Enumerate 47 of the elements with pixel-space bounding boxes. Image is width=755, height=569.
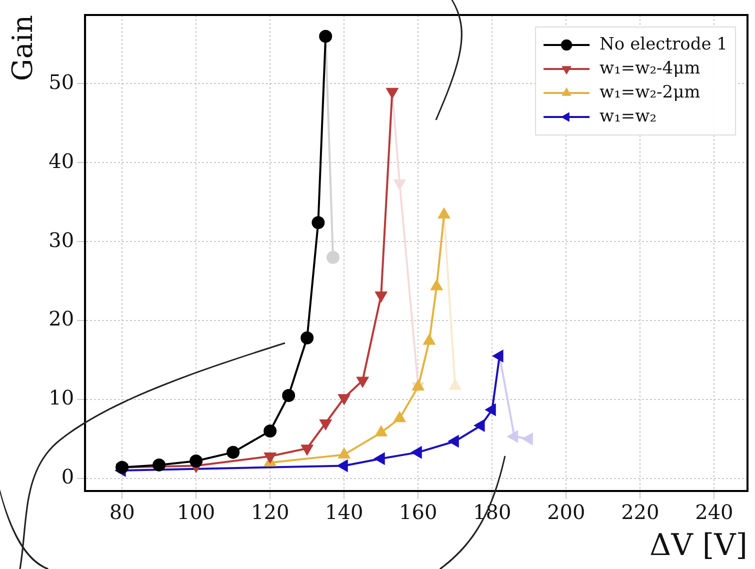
y-tick-label: 10 bbox=[48, 386, 74, 410]
x-tick-label: 120 bbox=[251, 500, 290, 524]
x-tick-label: 220 bbox=[621, 500, 660, 524]
point bbox=[226, 446, 240, 459]
point bbox=[338, 394, 350, 404]
x-tick-label: 100 bbox=[176, 500, 216, 524]
point bbox=[423, 334, 435, 345]
x-tick-label: 200 bbox=[547, 500, 586, 524]
point bbox=[116, 460, 129, 474]
legend-label: w₁=w₂ bbox=[600, 106, 657, 126]
point bbox=[300, 331, 314, 344]
y-tick-label: 30 bbox=[48, 228, 74, 252]
point bbox=[375, 426, 387, 436]
point bbox=[474, 420, 485, 432]
legend-label: w₁=w₂-4μm bbox=[600, 58, 700, 78]
point bbox=[264, 424, 277, 438]
y-tick-label: 50 bbox=[48, 70, 74, 94]
legend-label: No electrode 1 bbox=[600, 34, 728, 54]
point bbox=[282, 388, 296, 402]
point bbox=[486, 404, 496, 416]
point bbox=[412, 446, 422, 458]
point bbox=[375, 291, 387, 302]
y-tick-label: 0 bbox=[61, 464, 74, 489]
x-tick-label: 80 bbox=[109, 500, 135, 524]
point bbox=[394, 412, 406, 422]
point bbox=[374, 452, 385, 464]
point bbox=[508, 430, 518, 442]
point bbox=[320, 419, 332, 430]
point bbox=[312, 216, 325, 230]
x-tick-label: 140 bbox=[325, 500, 364, 524]
y-axis-title: Gain bbox=[6, 15, 40, 82]
point bbox=[190, 454, 203, 468]
x-tick-label: 240 bbox=[695, 500, 734, 524]
y-tick-label: 40 bbox=[48, 148, 74, 173]
x-tick-label: 160 bbox=[399, 500, 438, 524]
point bbox=[394, 179, 406, 190]
point bbox=[522, 433, 533, 445]
x-axis-title: ΔV [V] bbox=[650, 528, 748, 563]
point bbox=[152, 458, 166, 472]
y-tick-label: 20 bbox=[48, 306, 74, 331]
point bbox=[338, 460, 348, 472]
point bbox=[338, 448, 350, 458]
point bbox=[448, 436, 459, 448]
point bbox=[356, 376, 368, 387]
point bbox=[301, 444, 313, 455]
point bbox=[326, 250, 340, 264]
legend-label: w₁=w₂-2μm bbox=[600, 82, 700, 102]
